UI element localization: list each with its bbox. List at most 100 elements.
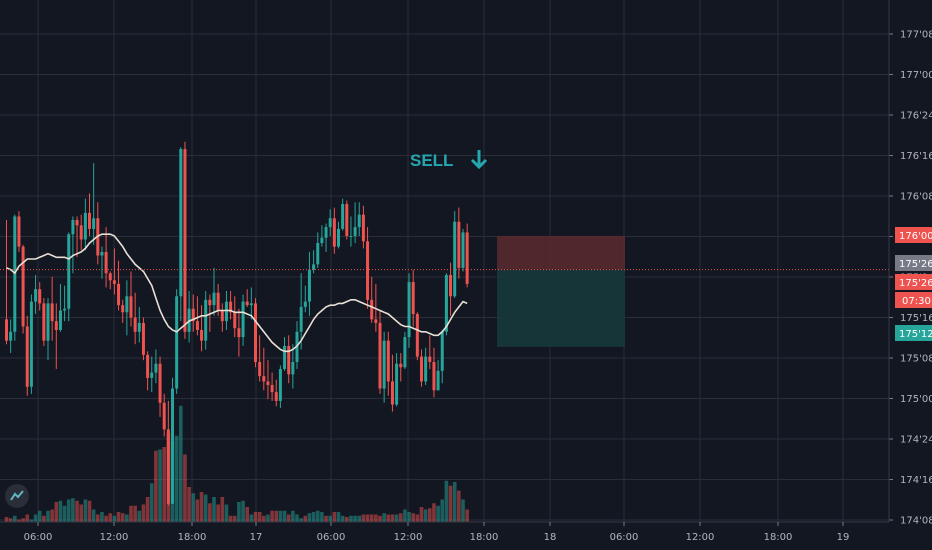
candle [38,282,42,311]
candle-body [337,228,340,247]
candle-body [63,308,67,311]
candle-body [25,326,29,387]
candle [303,285,307,313]
volume-bar [96,514,100,522]
volume-bar [112,515,117,522]
logo-icon[interactable] [5,484,29,508]
x-tick-label: 18:00 [764,532,793,543]
volume-bar [228,515,233,522]
candle [399,353,403,382]
candle [9,319,13,354]
candle-body [287,345,291,375]
candle [332,207,336,254]
candle [241,294,245,346]
last-price-label: 175'26 [899,278,932,289]
candle-body [137,322,141,332]
y-tick-label: 175'16 [900,313,932,324]
volume-bar [104,515,108,522]
candle [212,267,216,316]
candle-body [382,340,386,389]
volume-bar [87,500,92,522]
candle [5,220,8,345]
candle [154,349,158,384]
countdown-badge: 07:30 [895,292,932,308]
y-tick-label: 176'24 [900,111,932,122]
volume-bar [174,435,179,522]
candle [195,296,199,336]
candle-body [200,330,204,341]
candle [449,262,453,316]
candle-body [92,218,96,229]
candle [233,296,237,338]
candle-body [34,289,38,302]
volume-bar [349,515,353,522]
candle [17,211,21,252]
candle [71,216,75,274]
candle [278,365,282,409]
volume-bar [345,517,349,522]
candle [357,202,361,236]
candle-body [229,301,233,313]
candle-body [237,328,241,338]
candle [67,232,71,322]
x-tick-label: 19 [837,532,850,543]
x-tick-label: 17 [250,532,263,543]
volume-bar [365,514,370,522]
candle-body [88,212,91,229]
candle [46,298,50,361]
volume-bar [58,500,63,522]
candle [171,377,174,504]
candle-body [415,314,419,357]
candle-body [399,363,403,368]
time-axis[interactable]: 06:00 12:00 18:00 17 06:00 12:00 18:00 18 06:00 1… [0,521,889,543]
volume-bar [274,510,279,522]
volume-bar [295,514,299,522]
volume-bar [46,510,50,522]
volume-bar [282,510,287,522]
candle [370,276,374,323]
candle [162,393,166,437]
volume-bar [183,454,187,522]
candle [179,147,183,322]
candle [183,141,187,339]
volume-bar [291,510,295,522]
y-tick-label: 174'08 [900,516,932,527]
x-tick-label: 12:00 [100,532,129,543]
candle [204,290,208,350]
volume-bar [452,482,457,522]
moving-average-line [6,233,468,353]
candle-body [224,301,228,322]
candle-body [420,356,423,382]
candle-body [270,385,274,393]
candle [258,335,262,382]
y-tick-label: 174'24 [900,435,932,446]
candle [320,225,324,247]
candle-body [461,232,465,268]
volume-bar [162,447,166,522]
volume-bar [62,505,67,522]
candle [229,290,233,320]
candle [133,292,137,345]
candle [378,310,382,394]
candle-body [374,319,378,323]
candle-body [249,303,253,306]
volume-bar [4,517,9,522]
volume-bar [320,512,324,522]
x-tick-label: 06:00 [610,532,639,543]
candle-body [183,149,187,332]
volume-bar [307,513,312,522]
candle [461,228,465,272]
logo-glyph [10,490,24,501]
candle [436,360,440,391]
candle [191,294,195,332]
take-profit-zone [497,269,625,347]
candle [324,223,328,252]
candle [83,198,87,251]
volume-bar [361,514,366,522]
volume-bar [253,512,258,522]
candle-body [440,331,444,371]
candle-body [175,296,179,389]
candle-body [150,372,154,378]
volume-bar [411,513,415,522]
